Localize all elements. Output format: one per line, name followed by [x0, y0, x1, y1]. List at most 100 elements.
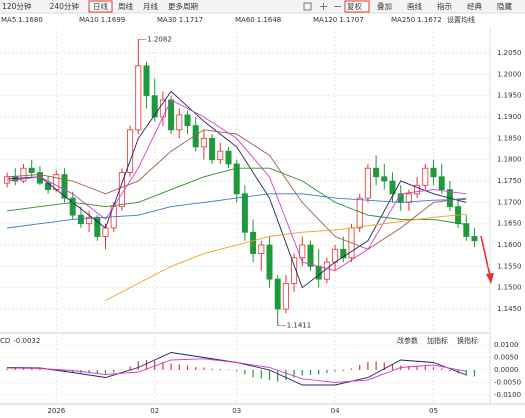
ma-line — [7, 167, 467, 225]
ma-line — [7, 99, 467, 272]
tool-button[interactable]: 复权 — [347, 1, 362, 11]
period-tab[interactable]: 周线 — [118, 1, 133, 11]
macd-dea-line — [7, 358, 467, 383]
x-tick-label: 02 — [150, 407, 159, 415]
candle-body — [405, 193, 412, 203]
candle-body — [422, 167, 429, 186]
candle-body — [20, 167, 27, 182]
candle-body — [176, 114, 183, 131]
arrow-head — [486, 273, 494, 284]
candle-body — [364, 167, 371, 199]
tool-button[interactable]: 经典 — [467, 1, 482, 11]
candle-body — [209, 137, 216, 161]
tool-button[interactable]: 叠加 — [377, 1, 392, 11]
candle-body — [61, 174, 68, 199]
candle-body — [373, 167, 380, 178]
ma-name: MA250 — [391, 16, 415, 24]
period-tab[interactable]: 240分钟 — [50, 1, 80, 11]
macd-tick-label: -0.0100 — [494, 391, 521, 399]
ma-legend: MA30 1.1717 — [157, 16, 203, 24]
candle-body — [315, 265, 322, 280]
candle-body — [438, 176, 445, 190]
ma-legend: MA120 1.1707 — [313, 16, 364, 24]
candle-body — [69, 197, 76, 216]
y-tick-label: 1.1450 — [497, 305, 522, 313]
candle-body — [307, 244, 314, 267]
active-tab — [88, 0, 113, 13]
ma-name: MA120 — [313, 16, 337, 24]
y-tick-label: 1.1850 — [497, 134, 522, 142]
ma-value: 1.1717 — [179, 16, 204, 24]
x-tick-label: 05 — [429, 407, 438, 415]
candle-body — [389, 180, 396, 195]
candle-body — [28, 167, 35, 173]
candle-body — [135, 65, 142, 131]
toolbar-icons — [303, 2, 341, 11]
ma-value: 1.1707 — [339, 16, 364, 24]
ma-legend: MA5 1.1680 — [1, 16, 43, 24]
indicator-button[interactable]: 换指标 — [457, 336, 478, 345]
y-tick-label: 1.1750 — [497, 177, 522, 185]
candle-body — [53, 174, 60, 190]
ma-line — [7, 193, 467, 229]
candle-body — [381, 176, 388, 182]
ma-line — [105, 213, 467, 301]
candle-body — [282, 283, 289, 310]
y-tick-label: 1.2000 — [497, 70, 522, 78]
trend-arrow — [480, 235, 494, 284]
candle-body — [430, 167, 437, 178]
candle-body — [274, 278, 281, 310]
candle-body — [250, 231, 257, 254]
candle-body — [151, 95, 158, 118]
period-tab[interactable]: 更多周期 — [168, 1, 198, 11]
ma-value: 1.1699 — [101, 16, 126, 24]
macd-tick-label: 0.0000 — [494, 366, 519, 374]
y-tick-label: 1.1500 — [497, 284, 522, 292]
y-tick-label: 1.1600 — [497, 241, 522, 249]
macd-tick-label: 0.0050 — [494, 354, 519, 362]
ma-legend: MA60 1.1648 — [235, 16, 281, 24]
toolbar-items: 120分钟 240分钟 日线 周线 月线 更多周期 复权 叠加 画线 指示 经典 隐藏 — [2, 0, 512, 13]
x-tick-label: 03 — [232, 407, 241, 415]
candle-body — [127, 129, 134, 173]
ma-name: MA5 — [1, 16, 16, 24]
candle-body — [184, 114, 191, 126]
candle-body — [192, 125, 199, 148]
tool-button[interactable]: 画线 — [407, 1, 422, 11]
macd-tick-label: -0.0050 — [494, 379, 521, 387]
candle-body — [233, 163, 240, 195]
ma-line — [7, 90, 467, 289]
candle-body — [291, 257, 298, 284]
period-tab[interactable]: 120分钟 — [2, 1, 32, 11]
candle-body — [143, 65, 150, 97]
low-label: 1.1411 — [287, 322, 312, 330]
candle-body — [258, 244, 265, 254]
y-tick-label: 1.1800 — [497, 156, 522, 164]
tool-button[interactable]: 隐藏 — [497, 1, 512, 11]
icon-box[interactable] — [303, 2, 312, 11]
candle-body — [414, 184, 421, 195]
x-tick-label: 2026 — [47, 407, 65, 415]
candle-body — [471, 236, 478, 242]
active-tool — [344, 0, 370, 13]
ma-value: 1.1648 — [257, 16, 282, 24]
ma-settings[interactable]: 设置均线 — [447, 15, 475, 24]
candle-body — [266, 244, 273, 280]
candle-body — [397, 193, 404, 203]
indicator-button[interactable]: 加指标 — [427, 336, 448, 345]
macd-value: -0.0032 — [13, 337, 40, 345]
candle-body — [200, 137, 207, 148]
period-tab[interactable]: 日线 — [93, 1, 108, 11]
candle-body — [332, 248, 339, 263]
ma-legend: MA250 1.1672 — [391, 16, 442, 24]
indicator-button[interactable]: 改参数 — [397, 336, 418, 345]
period-tab[interactable]: 月线 — [143, 1, 158, 11]
y-tick-label: 1.1550 — [497, 262, 522, 270]
candle-body — [323, 261, 330, 280]
candle-body — [94, 216, 101, 237]
tool-button[interactable]: 指示 — [437, 1, 452, 11]
macd-label: CD -0.0032 — [0, 337, 40, 345]
